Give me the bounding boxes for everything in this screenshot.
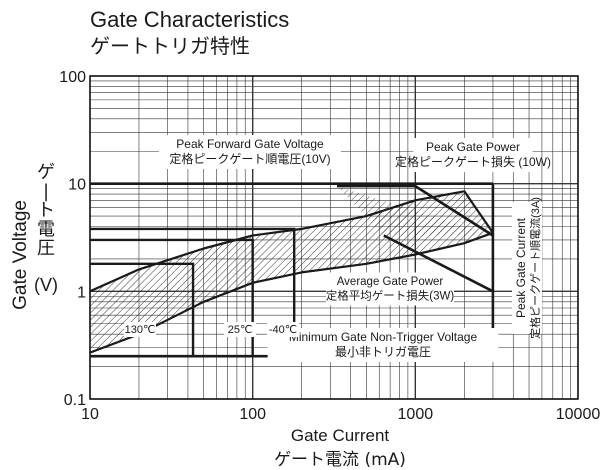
chart-title: Gate Characteristics [90,7,290,32]
y-tick-label: 100 [59,69,86,86]
chart-subtitle: ゲートトリガ特性 [90,34,250,58]
x-tick-label: 10000 [556,406,601,423]
y-axis-label: Gate Voltage [10,200,31,310]
annotation-min-non-trigger-voltage-line: 最小非トリガ電圧 [335,345,431,359]
x-tick-label: 10 [81,406,99,423]
plot-border [89,75,579,400]
trigger-region-box [90,227,296,357]
x-axis-label: Gate Current [290,426,390,445]
hatched-region [90,186,493,353]
annotation-peak-forward-voltage: Peak Forward Gate Voltage定格ピークゲート順電圧(10V… [159,135,341,169]
series-gate-characteristic-lower [89,231,494,354]
trigger-region-label-text: 25℃ [228,324,253,336]
trigger-region-label: 130℃ [124,322,156,337]
trigger-region-label-text: -40℃ [269,324,297,336]
annotation-peak-forward-voltage-line: 定格ピークゲート順電圧(10V) [169,151,330,166]
annotation-average-gate-power-line: 定格平均ゲート損失(3W) [326,289,455,303]
annotation-peak-gate-power-bg [413,138,533,172]
annotation-min-non-trigger-voltage-bg [267,328,499,362]
trigger-region-label-text: 130℃ [125,324,156,336]
x-tick-label: 1000 [398,406,434,423]
x-axis-label-jp: ゲート電流 (mA) [274,450,406,470]
annotation-peak-gate-current-line-jp: 定格ピークゲート順電流(3A) [528,197,542,339]
annotations: Peak Forward Gate Voltage定格ピークゲート順電圧(10V… [124,135,551,362]
power-limit-area [337,186,493,236]
annotation-peak-forward-voltage-line: Peak Forward Gate Voltage [176,137,324,151]
plot-frame [89,75,579,400]
y-tick-label: 1 [77,284,86,301]
trigger-region-box [90,262,195,357]
series-peak-gate-power [337,184,494,237]
trigger-region-label: -40℃ [267,322,299,337]
trigger-region-label: 25℃ [224,322,256,337]
y-axis-label-jp: ゲ | ト電圧 [37,162,55,259]
annotation-peak-gate-current-line: Peak Gate Current [514,217,528,318]
annotation-peak-gate-power-line: Peak Gate Power [426,140,520,154]
annotation-peak-forward-voltage-bg [159,135,341,169]
tick-labels: 10 100 1000 10000 0.1 1 10 100 [59,69,600,423]
trigger-region-label-bg [267,322,299,337]
y-tick-label: 0.1 [64,392,86,409]
series-average-gate-power [383,234,494,293]
annotation-min-non-trigger-voltage-line: Minimum Gate Non-Trigger Voltage [289,330,478,344]
annotation-peak-gate-current-bg [512,202,542,334]
annotation-peak-gate-current: Peak Gate Current 定格ピークゲート順電流(3A) [512,197,542,339]
trigger-region-label-bg [224,322,256,337]
x-tick-label: 100 [239,406,266,423]
trigger-region-label-bg [124,322,156,337]
series-gate-characteristic-upper [89,190,494,293]
annotation-average-gate-power-line: Average Gate Power [337,276,444,288]
annotation-peak-gate-power-line: 定格ピークゲート損失 (10W) [395,154,551,169]
trigger-region-box [90,238,254,357]
y-tick-label: 10 [68,177,86,194]
y-axis-unit: (V) [34,275,58,295]
annotation-average-gate-power-bg [325,272,455,306]
